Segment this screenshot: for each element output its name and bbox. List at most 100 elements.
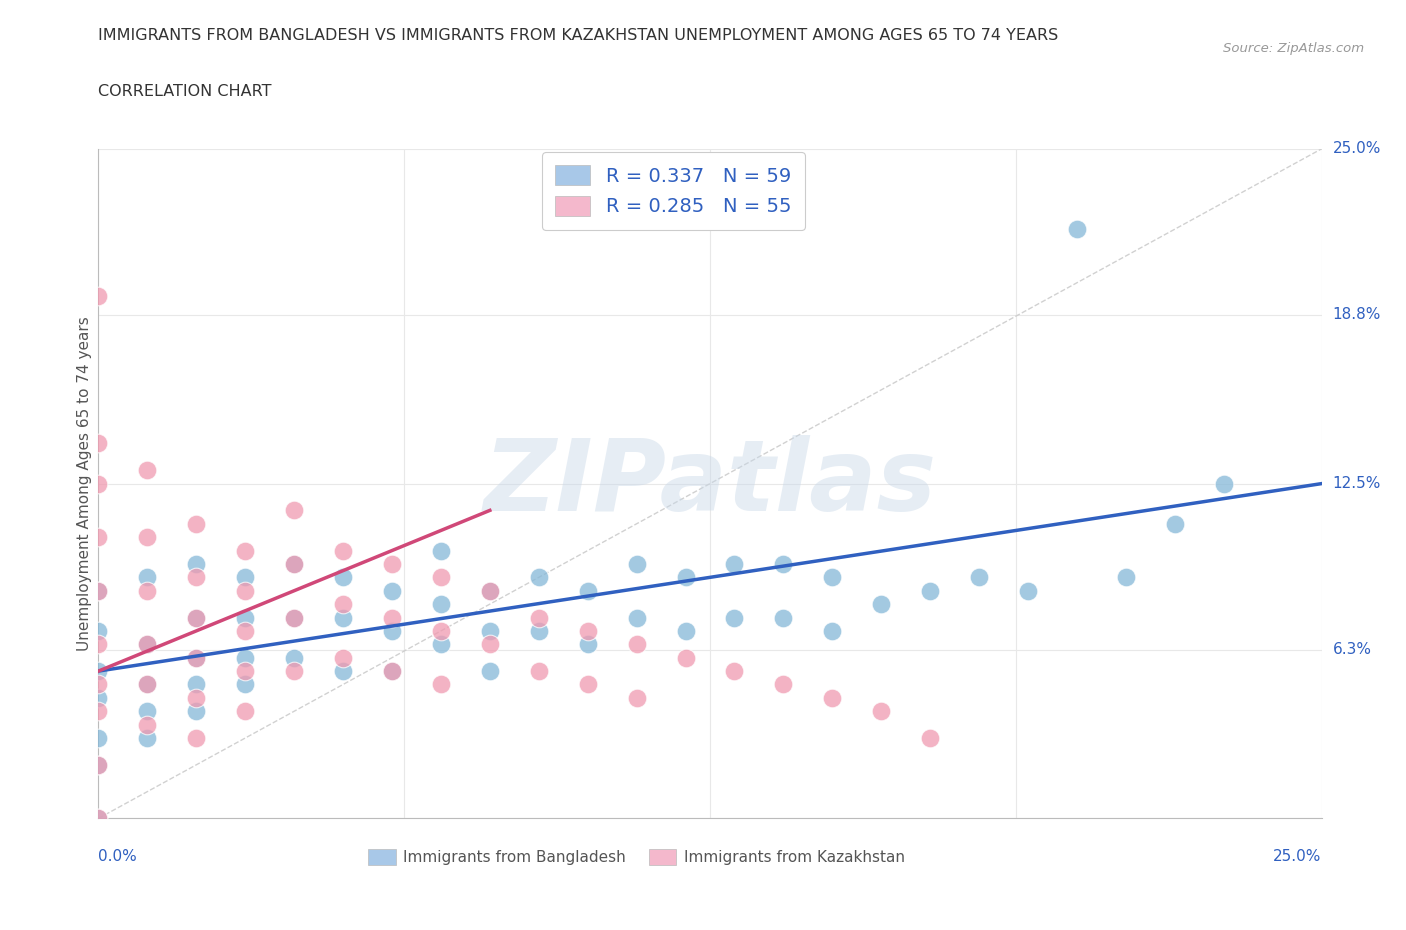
Point — [1017, 583, 1039, 598]
Point — [772, 677, 794, 692]
Point — [478, 583, 501, 598]
Point — [87, 583, 110, 598]
Point — [136, 731, 159, 746]
Point — [186, 650, 208, 665]
Point — [430, 543, 453, 558]
Point — [136, 677, 159, 692]
Point — [675, 570, 697, 585]
Point — [381, 623, 404, 638]
Point — [478, 637, 501, 652]
Point — [576, 637, 599, 652]
Point — [233, 610, 256, 625]
Point — [233, 677, 256, 692]
Point — [381, 583, 404, 598]
Point — [233, 650, 256, 665]
Point — [332, 650, 354, 665]
Point — [87, 704, 110, 719]
Point — [283, 650, 305, 665]
Point — [136, 570, 159, 585]
Point — [478, 664, 501, 679]
Point — [186, 556, 208, 571]
Text: 18.8%: 18.8% — [1333, 307, 1381, 323]
Point — [186, 731, 208, 746]
Point — [1212, 476, 1234, 491]
Point — [136, 530, 159, 545]
Point — [430, 677, 453, 692]
Point — [283, 503, 305, 518]
Point — [186, 610, 208, 625]
Point — [675, 623, 697, 638]
Point — [87, 664, 110, 679]
Point — [186, 516, 208, 531]
Point — [821, 623, 844, 638]
Point — [186, 704, 208, 719]
Point — [381, 664, 404, 679]
Point — [136, 463, 159, 478]
Text: 12.5%: 12.5% — [1333, 476, 1381, 491]
Point — [381, 664, 404, 679]
Point — [870, 597, 893, 612]
Point — [332, 543, 354, 558]
Point — [576, 583, 599, 598]
Point — [87, 288, 110, 303]
Point — [233, 583, 256, 598]
Point — [332, 610, 354, 625]
Point — [136, 637, 159, 652]
Point — [723, 664, 745, 679]
Point — [478, 583, 501, 598]
Point — [136, 677, 159, 692]
Point — [430, 597, 453, 612]
Point — [381, 610, 404, 625]
Point — [87, 623, 110, 638]
Point — [1164, 516, 1187, 531]
Point — [821, 690, 844, 705]
Point — [1066, 221, 1088, 236]
Point — [233, 543, 256, 558]
Point — [527, 570, 550, 585]
Point — [87, 757, 110, 772]
Point — [332, 597, 354, 612]
Point — [626, 556, 648, 571]
Point — [430, 570, 453, 585]
Legend: Immigrants from Bangladesh, Immigrants from Kazakhstan: Immigrants from Bangladesh, Immigrants f… — [363, 843, 911, 871]
Point — [136, 704, 159, 719]
Text: CORRELATION CHART: CORRELATION CHART — [98, 84, 271, 99]
Point — [626, 610, 648, 625]
Point — [186, 650, 208, 665]
Point — [430, 637, 453, 652]
Y-axis label: Unemployment Among Ages 65 to 74 years: Unemployment Among Ages 65 to 74 years — [77, 316, 91, 651]
Point — [723, 556, 745, 571]
Point — [675, 650, 697, 665]
Point — [332, 664, 354, 679]
Point — [87, 637, 110, 652]
Point — [527, 664, 550, 679]
Point — [233, 570, 256, 585]
Point — [283, 556, 305, 571]
Point — [870, 704, 893, 719]
Point — [527, 610, 550, 625]
Point — [87, 583, 110, 598]
Point — [283, 664, 305, 679]
Text: Source: ZipAtlas.com: Source: ZipAtlas.com — [1223, 42, 1364, 55]
Point — [478, 623, 501, 638]
Point — [87, 731, 110, 746]
Point — [576, 623, 599, 638]
Text: IMMIGRANTS FROM BANGLADESH VS IMMIGRANTS FROM KAZAKHSTAN UNEMPLOYMENT AMONG AGES: IMMIGRANTS FROM BANGLADESH VS IMMIGRANTS… — [98, 28, 1059, 43]
Point — [381, 556, 404, 571]
Point — [87, 677, 110, 692]
Text: 25.0%: 25.0% — [1333, 141, 1381, 156]
Point — [430, 623, 453, 638]
Point — [920, 731, 942, 746]
Point — [136, 583, 159, 598]
Point — [772, 610, 794, 625]
Text: 25.0%: 25.0% — [1274, 849, 1322, 864]
Point — [1115, 570, 1137, 585]
Point — [283, 610, 305, 625]
Point — [920, 583, 942, 598]
Point — [576, 677, 599, 692]
Point — [821, 570, 844, 585]
Point — [967, 570, 990, 585]
Text: ZIPatlas: ZIPatlas — [484, 435, 936, 532]
Point — [772, 556, 794, 571]
Point — [332, 570, 354, 585]
